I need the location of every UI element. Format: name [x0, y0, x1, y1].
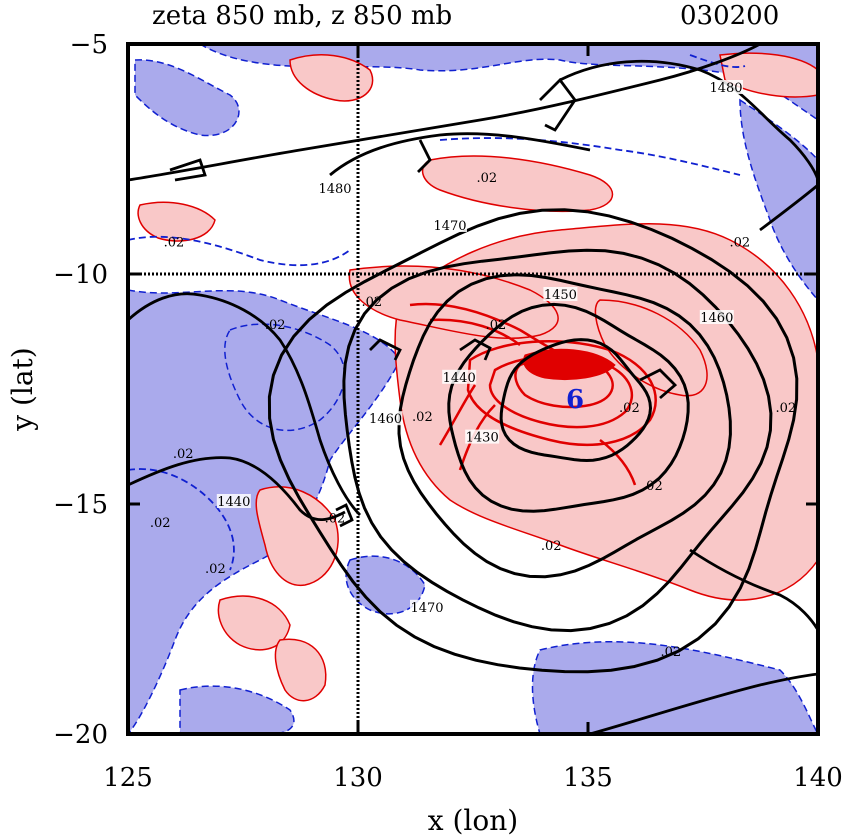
height-line-1440-southwest [128, 456, 346, 522]
height-label: 1450 [544, 288, 577, 303]
height-line-notch-5 [459, 338, 492, 361]
neg-contour-3 [439, 137, 741, 176]
vorticity-label: .02 [361, 295, 382, 310]
height-contour-1460 [342, 248, 773, 633]
x-axis-label: x (lon) [428, 804, 518, 837]
pos-core-arm-5 [599, 439, 637, 486]
height-label-bg [216, 494, 251, 508]
height-line-notch-1 [417, 139, 432, 173]
plot-area: 6 14501430146014701470148014801460144014… [128, 44, 818, 734]
pos-core-arm-2 [429, 318, 521, 347]
vorticity-label: .02 [164, 235, 185, 250]
height-label: 1470 [433, 219, 466, 234]
height-line-east [759, 183, 818, 232]
pos-region-left-small [137, 201, 216, 242]
vorticity-label: .02 [541, 539, 562, 554]
height-contour-labels: 1450 1430 1460 1470 1470 1480 1480 1460 1440 1440 [216, 80, 743, 616]
height-line-notch-4 [369, 338, 402, 361]
pos-core-1 [466, 340, 657, 446]
x-tick-label: 125 [103, 763, 153, 793]
height-label-bg [442, 369, 477, 384]
negative-vorticity-contours [128, 54, 746, 571]
height-label: 1440 [443, 371, 476, 386]
chart-timestamp: 030200 [680, 1, 779, 31]
y-axis-label: y (lat) [6, 347, 39, 431]
height-label: 1460 [369, 412, 402, 427]
height-label-bg [410, 599, 444, 614]
vorticity-contour-labels: .02 .02 .02 .02 .02 .02 .02 .02 .02 .02 .02 .02 .02.… [150, 171, 796, 660]
vorticity-label: .02 [642, 479, 663, 494]
vorticity-label: .02 [660, 645, 681, 660]
vorticity-label: .02 [476, 171, 497, 186]
neg-region-lower-center [345, 555, 426, 615]
height-contour-1430 [499, 338, 653, 463]
x-tick-label: 135 [563, 763, 613, 793]
height-line-1480-north [128, 44, 761, 182]
height-label: 1460 [700, 311, 733, 326]
height-line-notch-6 [639, 368, 678, 400]
height-line-1470-north [329, 132, 591, 177]
vorticity-label: .02 [412, 410, 433, 425]
height-label: 1480 [709, 81, 742, 96]
y-tick-label: −20 [53, 720, 108, 750]
y-axis-ticks: −5 −10 −15 −20 [53, 30, 818, 750]
vorticity-label: .02 [173, 447, 194, 462]
height-label: 1430 [466, 431, 499, 446]
height-label-bg [699, 310, 734, 324]
neg-region-top-left [134, 59, 240, 137]
plot-frame [126, 42, 820, 736]
height-label: 1480 [318, 182, 351, 197]
vorticity-label: .02 [325, 511, 346, 526]
height-label-bg [318, 181, 352, 196]
vorticity-label: .02 [619, 401, 640, 416]
pos-region-left-mid [255, 486, 339, 586]
height-label-bg [465, 429, 500, 444]
height-label-bg [368, 411, 403, 426]
height-label: 1470 [410, 601, 443, 616]
height-contour-1440 [447, 302, 690, 513]
height-label-bg [433, 218, 467, 232]
vorticity-label: .02 [205, 562, 226, 577]
x-axis-ticks: 125 130 135 140 [103, 44, 843, 793]
height-line-notch-3 [169, 158, 207, 182]
height-label-bg [709, 80, 743, 94]
height-line-notch-2 [539, 77, 577, 132]
vorticity-max-core [523, 348, 616, 380]
pos-region-top [289, 54, 374, 102]
x-tick-label: 140 [793, 763, 843, 793]
y-tick-label: −10 [53, 260, 108, 290]
pos-region-bottom-left [274, 638, 327, 702]
vorticity-label: .02 [729, 235, 750, 250]
neg-region-bottom [531, 640, 818, 734]
height-line-notch-7 [335, 503, 354, 528]
vorticity-label: .02 [265, 318, 286, 333]
height-line-1470-west [128, 292, 361, 516]
height-line-southeast [689, 548, 818, 631]
x-tick-label: 130 [333, 763, 383, 793]
height-line-bottom-right [589, 672, 818, 734]
height-contour-1470 [267, 208, 799, 674]
chart-title: zeta 850 mb, z 850 mb [152, 1, 452, 31]
neg-contour-4 [689, 54, 746, 68]
pos-core-arm-4 [438, 384, 477, 446]
y-tick-label: −5 [70, 30, 108, 60]
height-label-bg [543, 287, 578, 301]
vorticity-label: .02 [150, 516, 171, 531]
pos-region-top-right [719, 52, 818, 98]
vorticity-label: .02 [775, 401, 796, 416]
neg-region-left-mid [224, 323, 346, 432]
neg-contour-1 [128, 235, 351, 267]
y-tick-label: −15 [53, 490, 108, 520]
height-label: 1440 [217, 495, 250, 510]
neg-contour-2 [128, 468, 235, 571]
pos-region-upper-right [421, 155, 614, 213]
vorticity-min-marker: 6 [566, 385, 584, 415]
vorticity-label: .02 [486, 318, 507, 333]
